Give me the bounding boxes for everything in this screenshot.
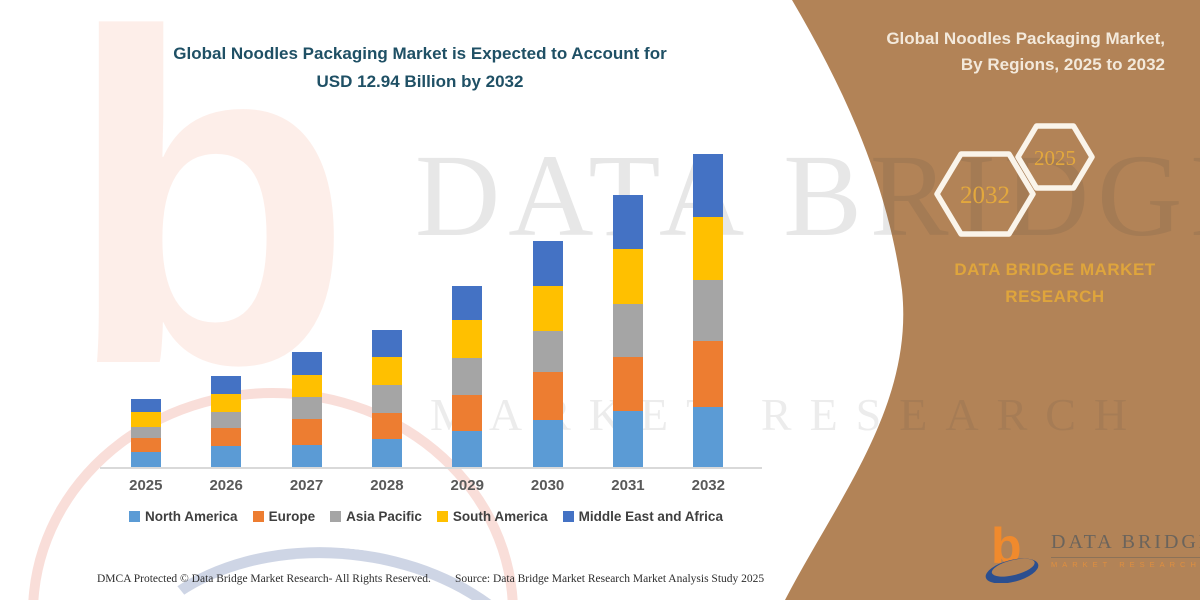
bar-segment (452, 319, 483, 358)
legend-swatch (129, 511, 141, 522)
bar-segment (693, 406, 724, 467)
x-axis-label: 2032 (691, 477, 725, 494)
x-axis-label: 2030 (530, 477, 565, 494)
legend-label: South America (452, 509, 548, 524)
bar-segment (211, 394, 242, 413)
legend-label: North America (145, 509, 238, 524)
legend-item: North America (129, 509, 238, 524)
bar-2032 (693, 153, 724, 467)
brand-text: DATA BRIDGE MARKET RESEARCH (954, 260, 1156, 306)
logo-wordmark: DATA BRIDGE (1051, 531, 1200, 553)
bar-segment (452, 286, 483, 320)
hexagon-2032-label: 2032 (960, 182, 1010, 209)
hexagon-2032 (934, 151, 1036, 237)
bar-segment (211, 376, 242, 395)
chart-title-line2: USD 12.94 Billion by 2032 (316, 72, 524, 91)
bar-segment (532, 419, 563, 467)
bar-2026 (211, 376, 242, 467)
bar-segment (532, 372, 563, 420)
bar-segment (211, 446, 242, 467)
bar-segment (291, 352, 322, 376)
hexagon-2025 (1015, 123, 1095, 191)
bar-segment (130, 451, 161, 467)
bar-segment (532, 330, 563, 373)
legend: North America Europe Asia Pacific South Ame… (90, 509, 762, 524)
bar-segment (130, 399, 161, 412)
x-axis-labels: 2025 2026 2027 2028 2029 2030 2031 2032 (100, 477, 762, 497)
bar-segment (291, 375, 322, 397)
side-heading-line2: By Regions, 2025 to 2032 (960, 55, 1165, 74)
bar-2031 (612, 195, 643, 467)
bar-segment (612, 356, 643, 412)
footer-source: Source: Data Bridge Market Research Mark… (455, 573, 765, 585)
x-axis-label: 2026 (209, 477, 243, 494)
bar-2027 (291, 352, 322, 467)
footer-dmca: DMCA Protected © Data Bridge Market Rese… (97, 573, 431, 585)
x-axis-label: 2028 (370, 477, 404, 494)
bar-segment (612, 195, 643, 249)
bar-segment (130, 426, 161, 439)
logo-text-column: DATA BRIDGE MARKET RESEARCH (1051, 531, 1200, 569)
logo-swoosh (985, 558, 1039, 583)
legend-item: South America (436, 509, 548, 524)
bar-segment (291, 396, 322, 420)
bar-segment (291, 445, 322, 467)
bar-segment (532, 240, 563, 286)
bar-segment (211, 428, 242, 447)
bar-segment (371, 385, 402, 414)
hexagon-badges: 2032 2025 (934, 123, 1095, 237)
legend-item: Europe (252, 509, 316, 524)
x-axis-label: 2029 (450, 477, 484, 494)
bar-2030 (532, 240, 563, 467)
bar-segment (693, 279, 724, 342)
bar-segment (452, 357, 483, 395)
bar-segment (693, 341, 724, 407)
legend-label: Middle East and Africa (578, 509, 723, 524)
bar-segment (452, 430, 483, 467)
logo-tagline: MARKET RESEARCH (1051, 557, 1200, 569)
bar-2028 (371, 330, 402, 467)
x-axis-label: 2025 (129, 477, 163, 494)
bar-segment (130, 411, 161, 427)
bar-segment (612, 248, 643, 304)
legend-label: Europe (268, 509, 316, 524)
bar-segment (371, 357, 402, 386)
chart-title-line1: Global Noodles Packaging Market is Expec… (173, 44, 667, 63)
bar-segment (612, 303, 643, 357)
bar-segment (693, 153, 724, 217)
legend-swatch (562, 511, 574, 522)
bar-segment (452, 394, 483, 431)
side-panel-shape (785, 0, 1200, 600)
legend-item: Middle East and Africa (562, 509, 723, 524)
side-panel-heading: Global Noodles Packaging Market, By Regi… (820, 26, 1165, 78)
plot-area (100, 140, 762, 469)
bar-segment (211, 412, 242, 429)
bar-segment (371, 413, 402, 440)
data-bridge-logo-icon: b (985, 518, 1039, 583)
legend-swatch (330, 511, 342, 522)
legend-swatch (436, 511, 448, 522)
bar-segment (532, 285, 563, 331)
bar-2029 (452, 286, 483, 467)
hexagon-2025-label: 2025 (1034, 146, 1076, 170)
x-axis-label: 2031 (611, 477, 645, 494)
bar-segment (371, 330, 402, 358)
x-axis-label: 2027 (289, 477, 324, 494)
legend-label: Asia Pacific (346, 509, 422, 524)
bar-segment (291, 419, 322, 445)
legend-swatch (252, 511, 264, 522)
bar-segment (612, 411, 643, 467)
bar-segment (371, 439, 402, 467)
data-bridge-logo: b DATA BRIDGE MARKET RESEARCH (983, 517, 1200, 583)
bar-segment (693, 216, 724, 280)
bar-segment (130, 438, 161, 452)
legend-item: Asia Pacific (330, 509, 422, 524)
chart-title: Global Noodles Packaging Market is Expec… (90, 40, 750, 96)
side-heading-line1: Global Noodles Packaging Market, (886, 29, 1165, 48)
bar-2025 (130, 399, 161, 467)
